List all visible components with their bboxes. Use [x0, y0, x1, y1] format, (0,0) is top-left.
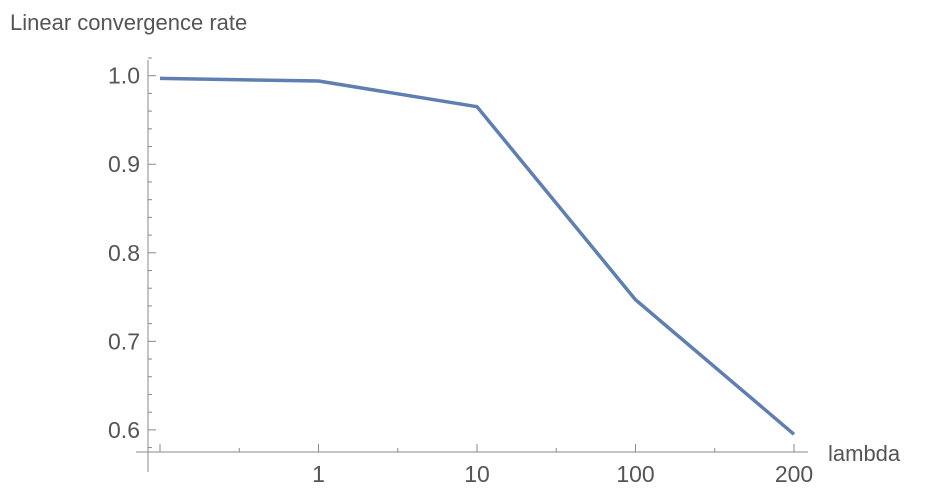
y-ticks: 0.6 0.7 0.8 0.9 1.0 [108, 57, 156, 449]
y-tick-label: 0.9 [108, 151, 140, 177]
y-tick-label: 0.7 [108, 328, 140, 354]
y-tick-label: 1.0 [108, 63, 140, 89]
x-tick-label: 10 [464, 461, 490, 487]
x-ticks: 1 10 100 200 [159, 444, 813, 487]
y-axis-title: Linear convergence rate [10, 10, 247, 35]
x-axis-title: lambda [828, 441, 901, 466]
y-tick-label: 0.6 [108, 417, 140, 443]
y-tick-label: 0.8 [108, 240, 140, 266]
x-tick-label: 100 [616, 461, 654, 487]
x-tick-label: 200 [775, 461, 813, 487]
series-group [159, 76, 796, 436]
x-tick-label: 1 [312, 461, 325, 487]
series-line [159, 76, 796, 436]
